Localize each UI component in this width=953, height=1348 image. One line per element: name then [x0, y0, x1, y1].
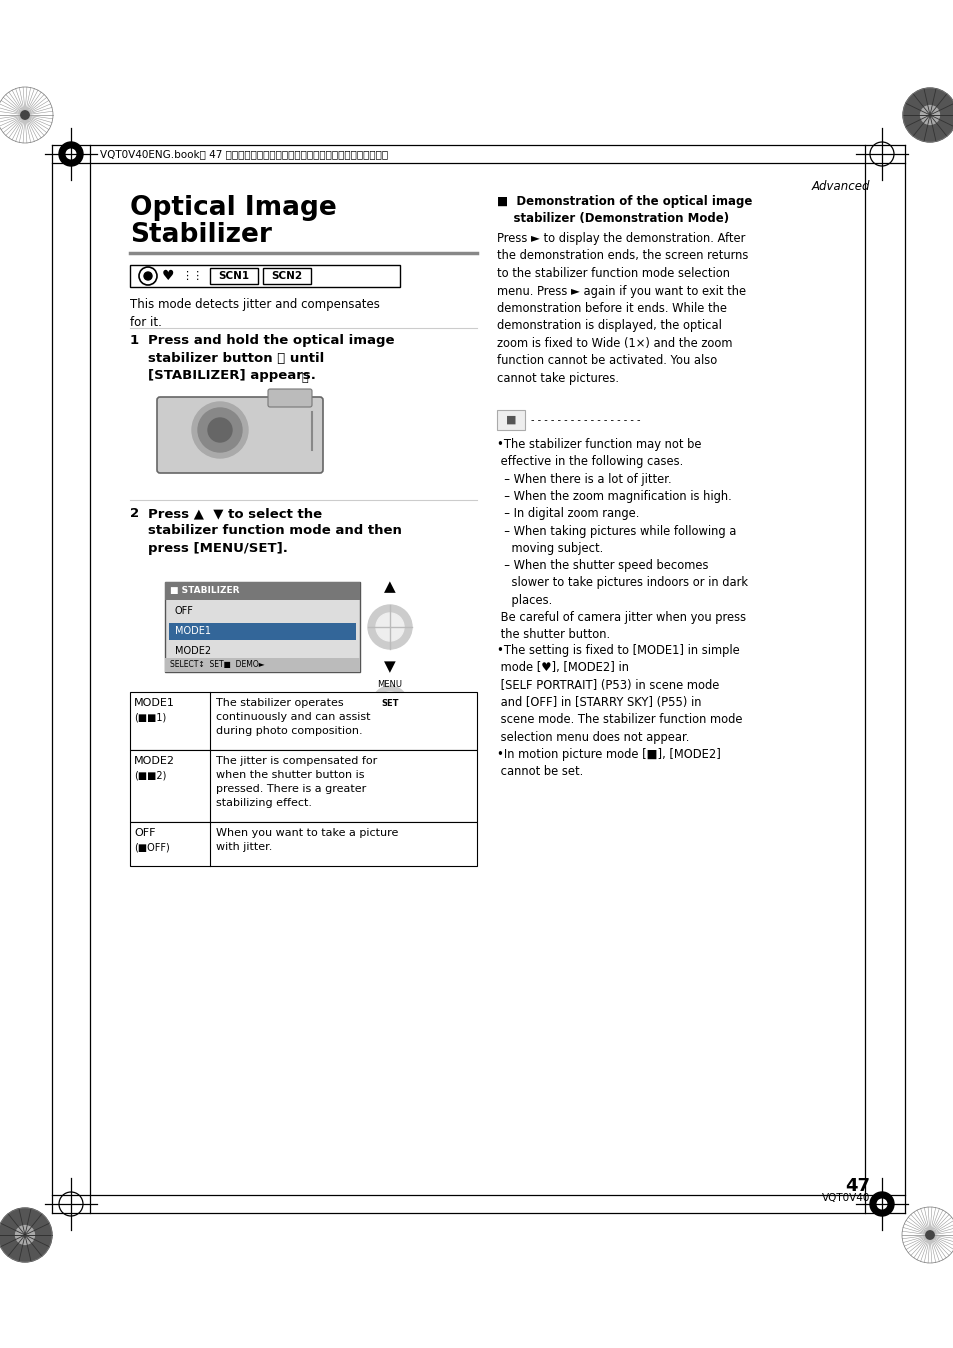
Text: Optical Image: Optical Image	[130, 195, 336, 221]
Bar	[130, 822, 476, 865]
Bar	[130, 749, 476, 822]
Text: ■  Demonstration of the optical image
    stabilizer (Demonstration Mode): ■ Demonstration of the optical image sta…	[497, 195, 752, 225]
Text: When you want to take a picture
with jitter.: When you want to take a picture with jit…	[215, 828, 398, 852]
Text: MODE2: MODE2	[174, 647, 211, 656]
Circle shape	[876, 1200, 886, 1209]
Text: VQT0V40ENG.book　 47 ページ　２００６年２月２７日　月曜日　午後１時１９分: VQT0V40ENG.book 47 ページ ２００６年２月２７日 月曜日 午後…	[100, 150, 388, 159]
Circle shape	[192, 402, 248, 458]
Circle shape	[902, 88, 953, 142]
Text: MODE1: MODE1	[133, 698, 174, 708]
Circle shape	[372, 686, 408, 723]
Circle shape	[920, 105, 939, 124]
Text: - - - - - - - - - - - - - - - - -: - - - - - - - - - - - - - - - - -	[531, 415, 639, 425]
Bar	[165, 582, 359, 600]
Text: VQT0V40: VQT0V40	[821, 1193, 869, 1202]
Bar	[165, 582, 359, 673]
Bar	[130, 266, 399, 287]
Text: Stabilizer: Stabilizer	[130, 222, 272, 248]
Text: 47: 47	[844, 1177, 869, 1194]
Text: MODE2: MODE2	[133, 756, 174, 766]
Text: 1: 1	[130, 334, 139, 346]
Text: OFF: OFF	[174, 607, 193, 616]
Text: Press and hold the optical image
stabilizer button Ⓐ until
[STABILIZER] appears.: Press and hold the optical image stabili…	[148, 334, 395, 381]
Text: ■ STABILIZER: ■ STABILIZER	[170, 586, 239, 596]
Bar	[169, 623, 355, 640]
Text: SCN2: SCN2	[272, 271, 302, 280]
Circle shape	[368, 605, 412, 648]
Text: ▲: ▲	[384, 580, 395, 594]
Circle shape	[15, 1225, 34, 1244]
Text: ♥: ♥	[162, 270, 174, 283]
Text: MODE1: MODE1	[174, 627, 211, 636]
Text: (■■2): (■■2)	[133, 770, 166, 780]
Text: ■: ■	[505, 415, 516, 425]
Bar	[263, 268, 311, 284]
Text: OFF: OFF	[133, 828, 155, 838]
Circle shape	[375, 613, 403, 642]
Circle shape	[377, 692, 401, 716]
Text: This mode detects jitter and compensates
for it.: This mode detects jitter and compensates…	[130, 298, 379, 329]
Circle shape	[0, 1208, 52, 1262]
Text: SET: SET	[381, 700, 398, 709]
Text: ▼: ▼	[384, 659, 395, 674]
Circle shape	[66, 150, 75, 159]
Text: The jitter is compensated for
when the shutter button is
pressed. There is a gre: The jitter is compensated for when the s…	[215, 756, 376, 807]
Text: Advanced: Advanced	[811, 181, 869, 193]
Circle shape	[208, 418, 232, 442]
Text: (■OFF): (■OFF)	[133, 842, 170, 852]
Bar	[169, 643, 355, 661]
Text: 2: 2	[130, 507, 139, 520]
Text: Ⓐ: Ⓐ	[301, 373, 308, 383]
Text: •The setting is fixed to [MODE1] in simple
 mode [♥], [MODE2] in
 [SELF PORTRAIT: •The setting is fixed to [MODE1] in simp…	[497, 644, 741, 744]
Text: The stabilizer operates
continuously and can assist
during photo composition.: The stabilizer operates continuously and…	[215, 698, 370, 736]
Text: •The stabilizer function may not be
 effective in the following cases.
  – When : •The stabilizer function may not be effe…	[497, 438, 747, 642]
FancyBboxPatch shape	[268, 390, 312, 407]
Circle shape	[21, 111, 30, 119]
Circle shape	[144, 272, 152, 280]
Circle shape	[198, 408, 242, 452]
Text: SCN1: SCN1	[218, 271, 250, 280]
Bar	[165, 658, 359, 673]
Text: •In motion picture mode [■], [MODE2]
 cannot be set.: •In motion picture mode [■], [MODE2] can…	[497, 748, 720, 778]
Text: Press ► to display the demonstration. After
the demonstration ends, the screen r: Press ► to display the demonstration. Af…	[497, 232, 747, 386]
Bar	[497, 410, 524, 430]
Circle shape	[59, 142, 83, 166]
Text: (■■1): (■■1)	[133, 712, 166, 723]
Text: MENU: MENU	[377, 679, 402, 689]
Circle shape	[924, 1231, 933, 1239]
Bar	[130, 692, 476, 749]
Circle shape	[869, 1192, 893, 1216]
Bar	[169, 603, 355, 620]
Text: Press ▲  ▼ to select the
stabilizer function mode and then
press [MENU/SET].: Press ▲ ▼ to select the stabilizer funct…	[148, 507, 401, 555]
Bar	[210, 268, 257, 284]
Text: ⋮⋮: ⋮⋮	[181, 271, 203, 280]
FancyBboxPatch shape	[157, 398, 323, 473]
Text: SELECT↕  SET■  DEMO►: SELECT↕ SET■ DEMO►	[170, 661, 264, 670]
